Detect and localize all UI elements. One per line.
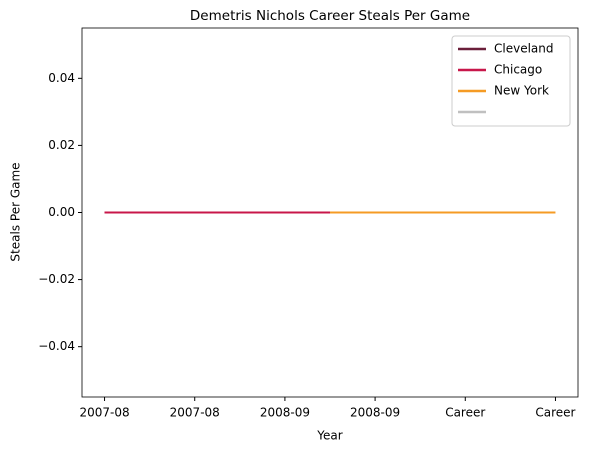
x-tick-label: 2007-08: [79, 406, 129, 420]
x-tick-label: Career: [445, 406, 485, 420]
x-axis-label: Year: [316, 429, 342, 443]
chart-title: Demetris Nichols Career Steals Per Game: [190, 8, 470, 24]
x-tick-label: 2008-09: [350, 406, 400, 420]
x-tick-label: 2007-08: [170, 406, 220, 420]
y-tick-label: 0.00: [48, 205, 75, 219]
y-axis-label: Steals Per Game: [9, 162, 23, 261]
plot-frame: [81, 27, 579, 398]
legend-box: [451, 35, 571, 127]
x-tick-label: Career: [535, 406, 575, 420]
y-tick-label: −0.04: [38, 339, 75, 353]
legend-label: Chicago: [494, 63, 542, 77]
x-tick-label: 2008-09: [260, 406, 310, 420]
legend-label: New York: [494, 84, 549, 98]
y-tick-label: 0.04: [48, 71, 75, 85]
y-tick-label: 0.02: [48, 138, 75, 152]
legend-label: Cleveland: [494, 42, 554, 56]
y-tick-label: −0.02: [38, 272, 75, 286]
